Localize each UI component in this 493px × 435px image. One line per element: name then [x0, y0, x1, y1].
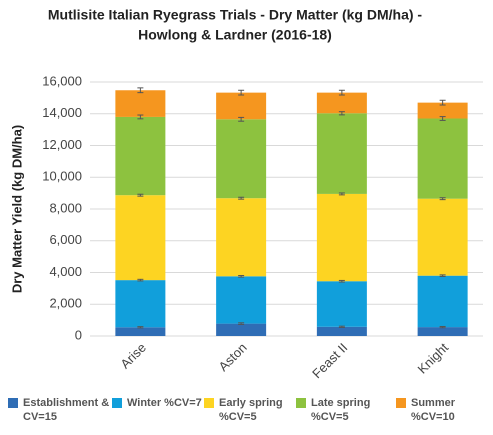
- y-tick-label: 14,000: [42, 105, 82, 120]
- legend-label: Winter %CV=7: [127, 397, 202, 409]
- bar-segment: [115, 116, 166, 196]
- bar-segment: [316, 281, 367, 327]
- error-bar: [338, 192, 345, 196]
- bar-segment: [316, 326, 367, 336]
- bar-segment: [115, 280, 166, 328]
- legend-label: Late spring %CV=5: [311, 397, 371, 423]
- y-tick-label: 6,000: [49, 232, 82, 247]
- y-tick-label: 0: [75, 327, 82, 342]
- error-bar: [439, 197, 446, 201]
- error-bar: [238, 89, 245, 96]
- x-tick-label: Knight: [414, 340, 451, 377]
- bar-segment: [417, 275, 468, 328]
- y-tick-label: 10,000: [42, 169, 82, 184]
- error-bar: [137, 87, 144, 94]
- bar-segment: [417, 198, 468, 276]
- x-tick-label: Feast II: [309, 340, 350, 381]
- error-bar: [338, 111, 345, 116]
- chart: Mutlisite Italian Ryegrass Trials - Dry …: [9, 7, 483, 381]
- bar-segment: [417, 327, 468, 336]
- error-bar: [137, 193, 144, 197]
- error-bar: [137, 278, 144, 282]
- error-bar: [238, 196, 245, 200]
- x-tick-label: Arise: [117, 340, 149, 372]
- legend: Establishment & CV=15 Winter %CV=7 Early s…: [0, 396, 493, 432]
- error-bar: [137, 326, 144, 329]
- legend-item: Late spring %CV=5: [296, 396, 389, 424]
- bar-segment: [216, 119, 267, 199]
- chart-title: Howlong & Lardner (2016-18): [138, 27, 332, 43]
- error-bar: [338, 325, 345, 328]
- y-tick-label: 2,000: [49, 296, 82, 311]
- error-bar: [439, 99, 446, 106]
- bar-segment: [316, 193, 367, 282]
- bar-segment: [316, 113, 367, 194]
- y-tick-label: 4,000: [49, 264, 82, 279]
- bar-segment: [216, 198, 267, 277]
- error-bar: [338, 89, 345, 96]
- bar-segment: [115, 327, 166, 336]
- y-tick-label: 12,000: [42, 137, 82, 152]
- legend-swatch: [204, 398, 214, 408]
- error-bar: [137, 114, 144, 120]
- chart-title: Mutlisite Italian Ryegrass Trials - Dry …: [48, 7, 423, 23]
- y-tick-label: 16,000: [42, 73, 82, 88]
- y-tick-label: 8,000: [49, 200, 82, 215]
- legend-swatch: [296, 398, 306, 408]
- legend-item: Winter %CV=7: [112, 396, 205, 410]
- bar-segment: [115, 90, 166, 117]
- error-bar: [238, 116, 245, 122]
- legend-item: Establishment & CV=15: [8, 396, 111, 424]
- bar-segment: [216, 323, 267, 336]
- legend-label: Early spring %CV=5: [219, 397, 283, 423]
- legend-item: Early spring %CV=5: [204, 396, 297, 424]
- legend-item: Summer %CV=10: [396, 396, 489, 424]
- error-bar: [338, 279, 345, 283]
- legend-swatch: [112, 398, 122, 408]
- error-bar: [238, 275, 245, 278]
- legend-swatch: [396, 398, 406, 408]
- bar-segment: [417, 102, 468, 119]
- bar-segment: [216, 92, 267, 120]
- error-bar: [238, 322, 245, 325]
- error-bar: [439, 274, 446, 277]
- bar-segment: [216, 276, 267, 324]
- y-axis-label: Dry Matter Yield (kg DM/ha): [9, 125, 24, 293]
- bar-segment: [115, 195, 166, 281]
- legend-label: Summer %CV=10: [411, 397, 456, 423]
- error-bar: [439, 325, 446, 329]
- legend-label: Establishment & CV=15: [23, 397, 110, 423]
- bar-segment: [417, 118, 468, 199]
- error-bar: [439, 116, 446, 121]
- bar-segment: [316, 92, 367, 114]
- legend-swatch: [8, 398, 18, 408]
- x-tick-label: Aston: [216, 340, 250, 374]
